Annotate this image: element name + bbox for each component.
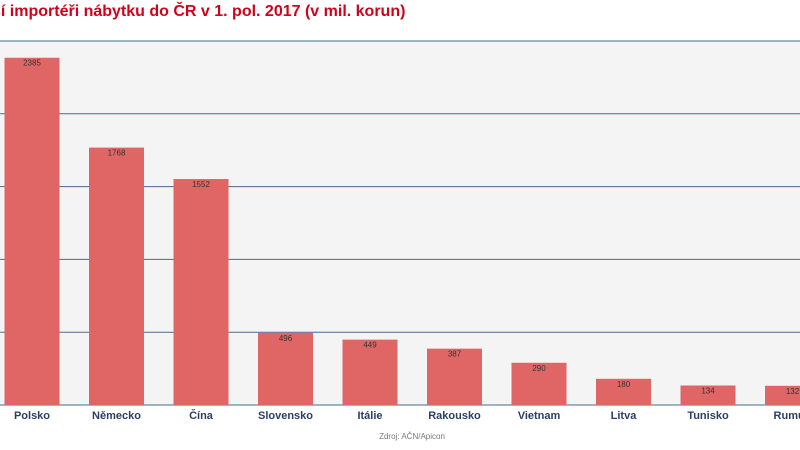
value-label: 1552 [192, 180, 210, 189]
value-label: 2385 [23, 59, 41, 68]
x-tick-label: Litva [611, 410, 638, 422]
value-labels: 2385 1768 1552 496 449 387 290 180 134 132 [23, 59, 800, 396]
value-label: 180 [617, 380, 631, 389]
x-tick-label: Tunisko [687, 410, 729, 422]
x-tick-label: Polsko [14, 410, 50, 422]
x-tick-labels: Polsko Německo Čína Slovensko Itálie Rakousko… [14, 409, 800, 422]
value-label: 1768 [108, 149, 126, 158]
chart-title: ší importéři nábytku do ČR v 1. pol. 201… [0, 3, 406, 20]
bar-litva [596, 378, 651, 405]
x-tick-label: Německo [92, 410, 141, 422]
x-tick-label: Vietnam [518, 410, 561, 422]
value-label: 134 [701, 386, 715, 395]
value-label: 132 [786, 387, 800, 396]
value-label: 387 [448, 350, 462, 359]
bar-tunisko [680, 385, 736, 405]
source-note: Zdroj: AČN/Apicon [379, 432, 445, 441]
x-tick-label: Slovensko [258, 410, 313, 422]
bar-rakousko [427, 348, 482, 405]
x-tick-label: Itálie [357, 410, 382, 422]
bar-itálie [342, 339, 398, 405]
bar-rumun [765, 385, 800, 405]
bar-německo [89, 147, 144, 405]
value-label: 496 [279, 334, 293, 343]
x-tick-label: Rakousko [428, 410, 481, 422]
bar-vietnam [511, 362, 567, 405]
bar-čína [173, 179, 229, 405]
value-label: 449 [363, 341, 377, 350]
bar-polsko [4, 57, 60, 406]
x-tick-label: Rumun [774, 410, 800, 422]
gridlines [0, 40, 800, 406]
bar-slovensko [258, 332, 313, 405]
x-tick-label: Čína [189, 409, 214, 422]
bars [4, 57, 800, 406]
value-label: 290 [532, 364, 546, 373]
